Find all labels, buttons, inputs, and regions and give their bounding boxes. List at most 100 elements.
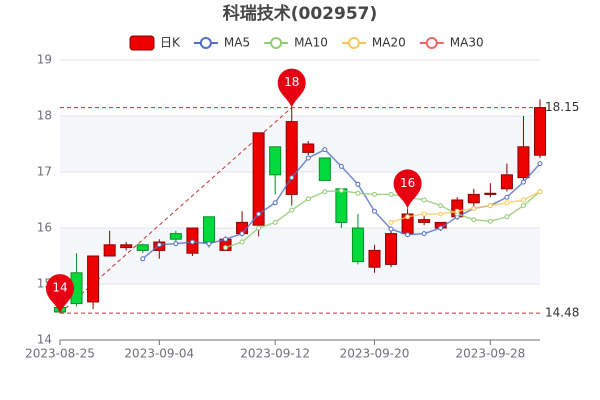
- legend-icon: [347, 37, 360, 49]
- ma-point: [454, 208, 460, 214]
- ma-point: [239, 239, 245, 245]
- candle-body: [103, 244, 116, 257]
- ma-point: [322, 147, 328, 153]
- ma-point: [421, 231, 427, 237]
- legend-label: MA5: [224, 36, 250, 50]
- ma-point: [338, 187, 344, 193]
- ma-point: [223, 245, 229, 251]
- ma-point: [520, 179, 526, 185]
- ma-point: [355, 190, 361, 196]
- ma-point: [438, 211, 444, 217]
- candle-body: [335, 188, 348, 223]
- mark-line-label: 14.48: [545, 306, 579, 320]
- candle-body: [87, 255, 100, 303]
- ma-point: [487, 218, 493, 224]
- y-tick-label: 16: [37, 221, 52, 235]
- legend-label: MA10: [294, 36, 328, 50]
- ma-point: [421, 211, 427, 217]
- legend-label: MA20: [372, 36, 406, 50]
- candle-body: [302, 143, 315, 153]
- ma-point: [388, 191, 394, 197]
- grid-band: [60, 228, 540, 284]
- mark-label: 14: [52, 281, 67, 295]
- mark-point: 14: [46, 274, 74, 314]
- ma-point: [504, 194, 510, 200]
- ma-point: [338, 163, 344, 169]
- ma-point: [520, 197, 526, 203]
- y-tick-label: 19: [37, 53, 52, 67]
- ma-point: [289, 207, 295, 213]
- ma-point: [388, 226, 394, 232]
- legend-label: 日K: [160, 36, 181, 50]
- candle-body: [169, 233, 182, 240]
- candle-body: [467, 193, 480, 204]
- mark-point: 16: [393, 169, 422, 209]
- ma-line: [390, 190, 541, 224]
- ma-point: [272, 219, 278, 225]
- x-tick-label: 2023-09-28: [455, 347, 525, 361]
- candle-body: [202, 216, 215, 243]
- candle-body: [418, 219, 431, 223]
- ma-point: [537, 161, 543, 167]
- ma-point: [140, 256, 146, 262]
- mark-point: 18: [277, 68, 306, 108]
- candle-body: [484, 192, 497, 195]
- ma-point: [206, 241, 212, 247]
- legend-label: MA30: [450, 36, 484, 50]
- mark-pin: [46, 274, 74, 314]
- ma-point: [355, 181, 361, 187]
- ma-point: [256, 225, 262, 231]
- y-tick-label: 18: [37, 109, 52, 123]
- candle-body: [285, 121, 298, 195]
- candle-body: [385, 233, 398, 265]
- ma-point: [520, 203, 526, 209]
- chart-title: 科瑞技术(002957): [223, 3, 378, 24]
- x-tick-label: 2023-09-20: [340, 347, 410, 361]
- ma-point: [471, 205, 477, 211]
- candle-body: [534, 107, 546, 156]
- ma-point: [305, 196, 311, 202]
- ma-point: [487, 203, 493, 209]
- mark-line-label: 18.15: [545, 100, 579, 114]
- grid-band: [60, 116, 540, 172]
- legend-icon: [129, 35, 155, 51]
- y-tick-label: 17: [37, 165, 52, 179]
- ma-point: [471, 217, 477, 223]
- ma-point: [239, 231, 245, 237]
- mark-label: 18: [284, 75, 299, 89]
- ma-point: [438, 203, 444, 209]
- candle-body: [318, 157, 331, 181]
- ma-point: [272, 200, 278, 206]
- ma-point: [421, 197, 427, 203]
- legend-icon: [425, 37, 438, 49]
- legend-icon: [270, 37, 283, 49]
- ma-point: [289, 175, 295, 181]
- x-tick-label: 2023-08-25: [25, 347, 95, 361]
- mark-pin: [277, 68, 306, 108]
- ma-point: [388, 219, 394, 225]
- y-tick-label: 14: [37, 333, 52, 347]
- ma-point: [405, 232, 411, 238]
- candle-body: [351, 227, 364, 263]
- ma-point: [504, 214, 510, 220]
- candle-body: [368, 249, 381, 268]
- legend-icon: [199, 37, 212, 49]
- ma-point: [405, 214, 411, 220]
- ma-point: [537, 189, 543, 195]
- candle-body: [517, 146, 530, 179]
- ma-point: [322, 189, 328, 195]
- ma-point: [371, 191, 377, 197]
- mark-label: 16: [400, 176, 415, 190]
- x-tick-label: 2023-09-04: [124, 347, 194, 361]
- ma-point: [156, 242, 162, 248]
- ma-point: [504, 200, 510, 206]
- candle-body: [120, 244, 133, 249]
- ma-point: [189, 239, 195, 245]
- candle-body: [252, 132, 265, 226]
- ma-point: [438, 225, 444, 231]
- ma-point: [371, 208, 377, 214]
- mark-pin: [393, 169, 422, 209]
- ma-point: [256, 211, 262, 217]
- candle-body: [500, 174, 513, 190]
